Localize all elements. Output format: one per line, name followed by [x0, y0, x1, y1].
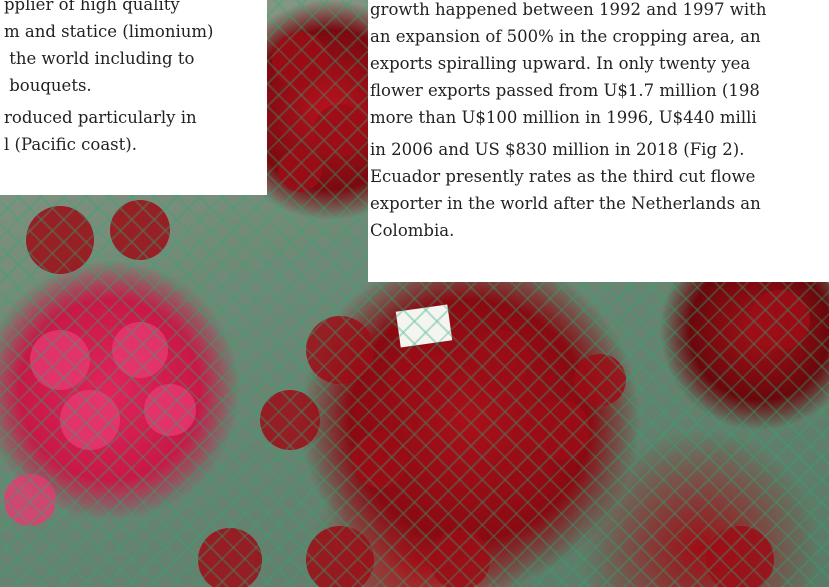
text-line: bouquets.	[4, 76, 92, 96]
text-line: flower exports passed from U$1.7 million…	[370, 81, 760, 101]
text-line: more than U$100 million in 1996, U$440 m…	[370, 108, 757, 128]
page: pplier of high quality m and statice (lim…	[0, 0, 829, 587]
text-line: m and statice (limonium)	[4, 22, 213, 42]
text-line: roduced particularly in	[4, 108, 197, 128]
text-line: an expansion of 500% in the cropping are…	[370, 27, 761, 47]
text-line: in 2006 and US $830 million in 2018 (Fig…	[370, 140, 744, 160]
text-line: the world including to	[4, 49, 194, 69]
text-line: l (Pacific coast).	[4, 135, 137, 155]
text-line: exports spiralling upward. In only twent…	[370, 54, 750, 74]
text-box: pplier of high quality m and statice (lim…	[0, 0, 267, 195]
text-line: exporter in the world after the Netherla…	[370, 194, 761, 214]
text-line: growth happened between 1992 and 1997 wi…	[370, 0, 766, 20]
text-box: growth happened between 1992 and 1997 wi…	[368, 0, 829, 282]
text-line: Colombia.	[370, 221, 454, 241]
text-line: Ecuador presently rates as the third cut…	[370, 167, 755, 187]
text-line: pplier of high quality	[4, 0, 180, 15]
